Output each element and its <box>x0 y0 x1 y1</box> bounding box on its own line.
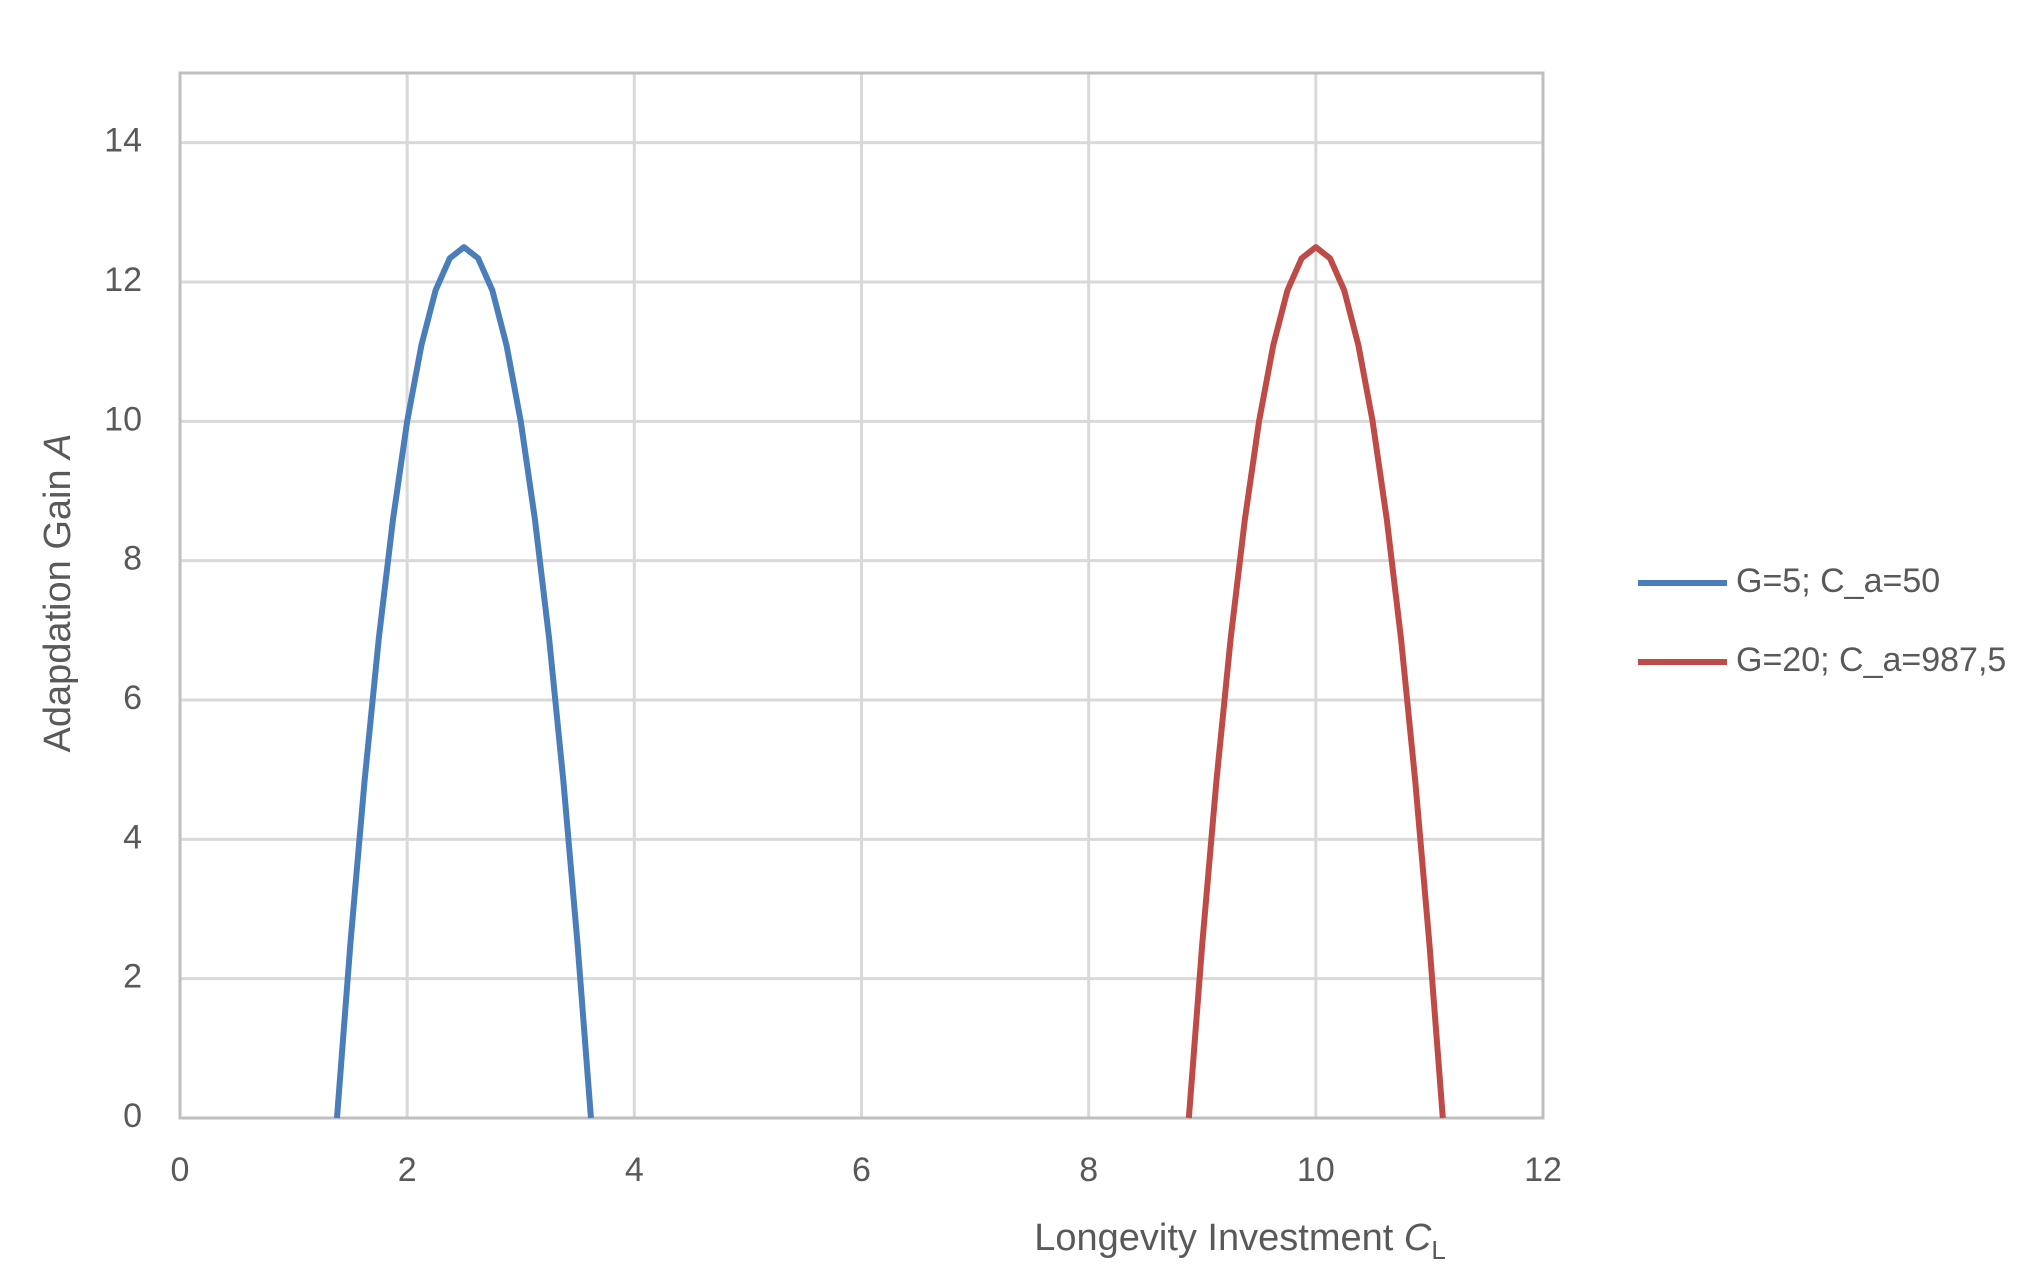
x-axis-title: Longevity Investment CL <box>1034 1217 1446 1265</box>
legend-label: G=5; C_a=50 <box>1736 562 1940 600</box>
x-tick-label: 8 <box>1079 1151 1098 1189</box>
x-tick-label: 6 <box>852 1151 871 1189</box>
line-series <box>333 244 594 1119</box>
y-tick-label: 6 <box>123 679 142 717</box>
x-tick-label: 10 <box>1297 1151 1335 1189</box>
plot-border <box>178 71 1545 1120</box>
x-tick-label: 0 <box>171 1151 190 1189</box>
line-series <box>1185 244 1446 1119</box>
y-tick-label: 2 <box>123 958 142 996</box>
x-tick-label: 4 <box>625 1151 644 1189</box>
y-tick-label: 0 <box>123 1097 142 1135</box>
y-tick-label: 14 <box>104 122 142 160</box>
x-tick-label: 2 <box>398 1151 417 1189</box>
y-tick-label: 12 <box>104 261 142 299</box>
y-axis-title: Adapdation Gain A <box>37 433 79 752</box>
y-tick-label: 8 <box>123 540 142 578</box>
x-tick-label: 12 <box>1524 1151 1562 1189</box>
legend-label: G=20; C_a=987,5 <box>1736 641 2006 679</box>
y-tick-label: 4 <box>123 818 142 856</box>
y-tick-label: 10 <box>104 400 142 438</box>
